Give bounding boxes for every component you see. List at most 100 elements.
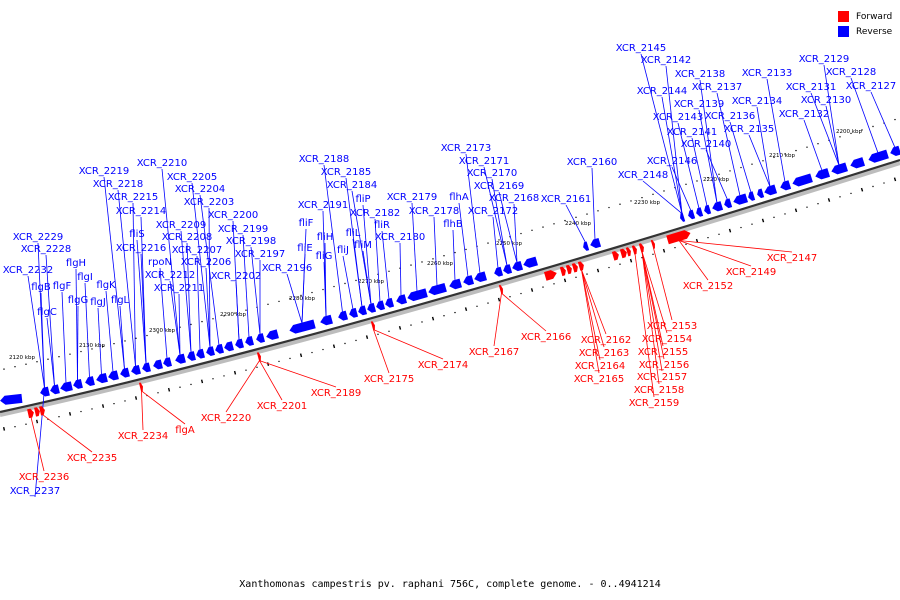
scale-dot xyxy=(69,353,71,355)
scale-dot xyxy=(718,233,720,235)
scale-dot xyxy=(25,363,27,365)
reverse-gene-arrow xyxy=(289,319,316,334)
reverse-gene-arrow xyxy=(196,348,205,359)
scale-dot xyxy=(663,190,665,192)
reverse-gene-label: XCR_2218 xyxy=(93,179,144,190)
scale-dot xyxy=(102,345,104,348)
reverse-gene-arrow xyxy=(407,288,428,302)
reverse-leader-line xyxy=(661,96,683,214)
scale-dot xyxy=(597,210,599,212)
forward-gene-label: XCR_2174 xyxy=(418,360,469,371)
scale-dot xyxy=(806,146,808,148)
reverse-gene-arrow xyxy=(120,367,130,378)
reverse-gene-arrow xyxy=(349,307,359,318)
scale-dot xyxy=(707,236,709,239)
reverse-gene-arrow xyxy=(757,188,765,199)
scale-dot xyxy=(630,200,632,202)
scale-dot xyxy=(80,350,82,353)
reverse-gene-arrow xyxy=(712,201,724,212)
forward-leader-line xyxy=(141,390,186,425)
scale-dot xyxy=(817,203,819,205)
reverse-leader-line xyxy=(186,242,192,353)
reverse-leader-line xyxy=(84,282,90,378)
reverse-gene-label: XCR_2170 xyxy=(467,168,518,179)
scale-label: 2280 kbp xyxy=(289,296,315,302)
reverse-leader-line xyxy=(362,250,372,305)
scale-tick xyxy=(299,353,303,358)
reverse-gene-label: flgL xyxy=(111,295,130,306)
scale-dot xyxy=(344,342,346,345)
reverse-leader-line xyxy=(642,180,683,214)
reverse-gene-arrow xyxy=(235,338,245,349)
reverse-gene-label: XCR_2146 xyxy=(647,156,698,167)
reverse-gene-arrow xyxy=(73,378,83,389)
scale-dot xyxy=(443,255,445,257)
forward-gene-arrow xyxy=(666,230,691,245)
scale-dot xyxy=(520,292,522,295)
reverse-gene-label: XCR_2148 xyxy=(618,170,669,181)
reverse-gene-arrow xyxy=(338,310,349,321)
reverse-leader-line xyxy=(699,79,718,203)
scale-dot xyxy=(256,366,258,368)
scale-dot xyxy=(14,365,16,368)
reverse-gene-label: XCR_2188 xyxy=(299,154,350,165)
scale-dot xyxy=(476,305,478,307)
reverse-gene-label: flgK xyxy=(96,280,116,291)
reverse-gene-arrow xyxy=(583,241,590,251)
scale-dot xyxy=(377,333,379,336)
reverse-gene-arrow xyxy=(868,149,889,163)
reverse-leader-line xyxy=(374,218,381,302)
forward-leader-line xyxy=(653,248,673,321)
forward-gene-arrow xyxy=(619,248,627,259)
scale-dot xyxy=(894,118,896,121)
forward-gene-label: XCR_2163 xyxy=(579,348,630,359)
scale-tick xyxy=(728,228,732,233)
scale-dot xyxy=(388,270,390,272)
reverse-gene-label: XCR_2178 xyxy=(409,206,460,217)
reverse-leader-line xyxy=(75,268,78,381)
reverse-gene-label: XCR_2210 xyxy=(137,158,188,169)
reverse-gene-label: flgF xyxy=(53,281,72,292)
forward-gene-arrow xyxy=(27,408,34,419)
forward-leader-line xyxy=(259,360,283,401)
reverse-leader-line xyxy=(178,293,181,356)
reverse-gene-arrow xyxy=(96,373,108,384)
forward-gene-arrow xyxy=(498,284,503,294)
scale-dot xyxy=(751,163,753,165)
reverse-leader-line xyxy=(810,92,840,166)
reverse-leader-line xyxy=(498,191,518,263)
reverse-swatch xyxy=(838,26,849,37)
scale-dot xyxy=(872,185,874,188)
scale-dot xyxy=(58,356,60,358)
genome-axis xyxy=(0,158,900,414)
scale-dot xyxy=(784,153,786,155)
scale-dot xyxy=(553,223,555,225)
forward-gene-label: XCR_2220 xyxy=(201,413,252,424)
reverse-gene-label: XCR_2204 xyxy=(175,184,226,195)
scale-dot xyxy=(608,206,610,209)
legend-reverse-label: Reverse xyxy=(856,26,893,37)
scale-dot xyxy=(190,383,192,386)
reverse-gene-arrow xyxy=(108,370,119,381)
legend-forward-label: Forward xyxy=(856,11,893,22)
scale-label: 2270 kbp xyxy=(358,279,384,285)
scale-tick xyxy=(530,288,534,292)
reverse-gene-label: XCR_2169 xyxy=(474,181,525,192)
scale-label: 2230 kbp xyxy=(634,200,660,206)
reverse-leader-line xyxy=(665,65,683,214)
reverse-gene-label: flgH xyxy=(66,258,86,269)
scale-tick xyxy=(860,187,864,192)
scale-dot xyxy=(58,416,60,418)
reverse-gene-arrow xyxy=(142,362,151,373)
scale-dot xyxy=(355,339,357,342)
forward-gene-label: XCR_2155 xyxy=(638,347,689,358)
scale-tick xyxy=(233,370,237,375)
reverse-leader-line xyxy=(850,77,879,154)
scale-dot xyxy=(729,170,731,172)
reverse-gene-label: XCR_2215 xyxy=(108,192,159,203)
reverse-gene-arrow xyxy=(85,376,95,387)
legend-forward: Forward xyxy=(838,9,892,24)
scale-dot xyxy=(509,296,511,298)
scale-tick xyxy=(431,316,435,321)
